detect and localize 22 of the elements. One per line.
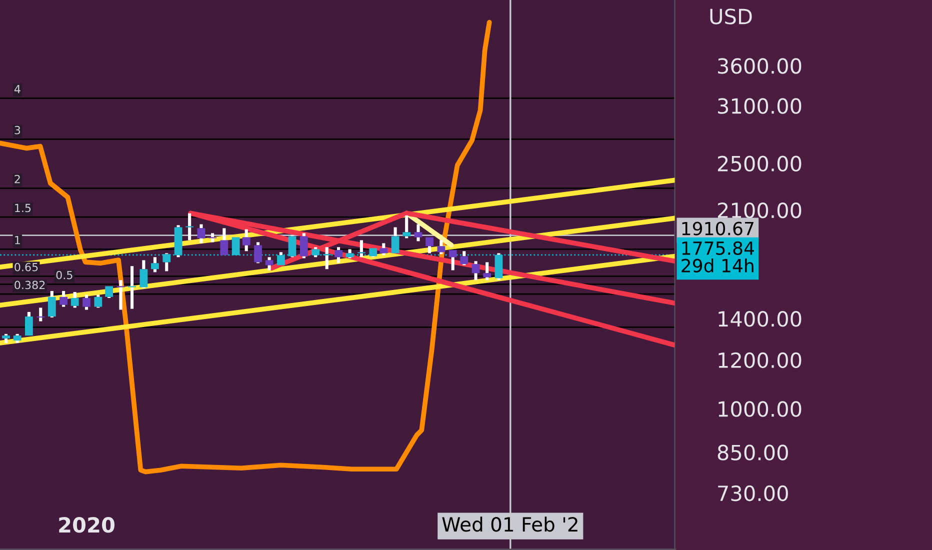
y-tick-label: 730.00	[718, 485, 788, 502]
x-tick-label: 2020	[59, 517, 115, 533]
ref-line-label: 1775.84 29d 14h	[682, 241, 754, 272]
y-tick-label: 2100.00	[718, 202, 802, 218]
annotation: 0.382	[14, 280, 45, 290]
y-tick-label: 850.00	[718, 444, 788, 460]
y-tick-label: 1400.00	[718, 311, 802, 327]
y-tick-label: 3600.00	[718, 58, 802, 74]
annotation: 2	[14, 174, 20, 184]
annotation: 0.65	[14, 262, 38, 272]
y-tick-label: 1200.00	[718, 352, 802, 368]
y-tick-label: 3100.00	[718, 98, 802, 114]
y-tick-label: 1000.00	[718, 401, 802, 417]
annotation: 1	[15, 236, 20, 244]
annotation: 4	[14, 85, 20, 94]
ref-line-label: 1910.67	[682, 222, 754, 236]
annotation: 3	[14, 126, 20, 134]
y-tick-label: 2500.00	[718, 156, 802, 172]
annotation: 0.5	[56, 270, 72, 280]
annotation: 1.5	[15, 204, 31, 212]
x-tick-label: Wed 01 Feb '2	[442, 516, 578, 532]
y-axis-title: USD	[710, 8, 752, 24]
